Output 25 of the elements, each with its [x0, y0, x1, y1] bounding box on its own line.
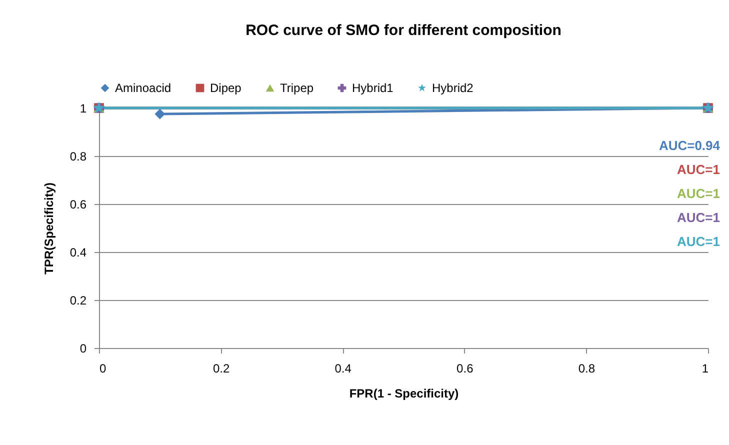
legend-label: Dipep	[210, 81, 242, 95]
annotation: AUC=1	[677, 210, 720, 225]
legend-label: Tripep	[280, 81, 314, 95]
annotation: AUC=1	[677, 186, 720, 201]
annotation: AUC=0.94	[658, 138, 721, 153]
y-tick-label: 1	[80, 102, 87, 116]
y-tick-label: 0.2	[70, 294, 87, 308]
x-tick-label: 1	[702, 362, 709, 376]
legend-label: Hybrid1	[352, 81, 394, 95]
legend-label: Aminoacid	[115, 81, 172, 95]
x-tick-label: 0.4	[334, 362, 352, 376]
y-tick-label: 0.6	[70, 198, 87, 212]
x-tick-label: 0	[100, 362, 106, 376]
chart-title: ROC curve of SMO for different composition	[246, 22, 562, 39]
x-tick-label: 0.8	[578, 362, 596, 376]
y-tick-label: 0	[80, 342, 87, 356]
y-tick-label: 0.4	[70, 246, 87, 260]
x-tick-label: 0.6	[456, 362, 474, 376]
x-axis-title: FPR(1 - Specificity)	[349, 386, 459, 400]
annotation: AUC=1	[677, 162, 720, 177]
legend-label: Hybrid2	[432, 81, 474, 95]
annotation: AUC=1	[677, 234, 720, 249]
x-tick-label: 0.2	[212, 362, 230, 376]
y-axis-title: TPR(Specificity)	[42, 182, 56, 275]
y-tick-label: 0.8	[70, 150, 87, 164]
